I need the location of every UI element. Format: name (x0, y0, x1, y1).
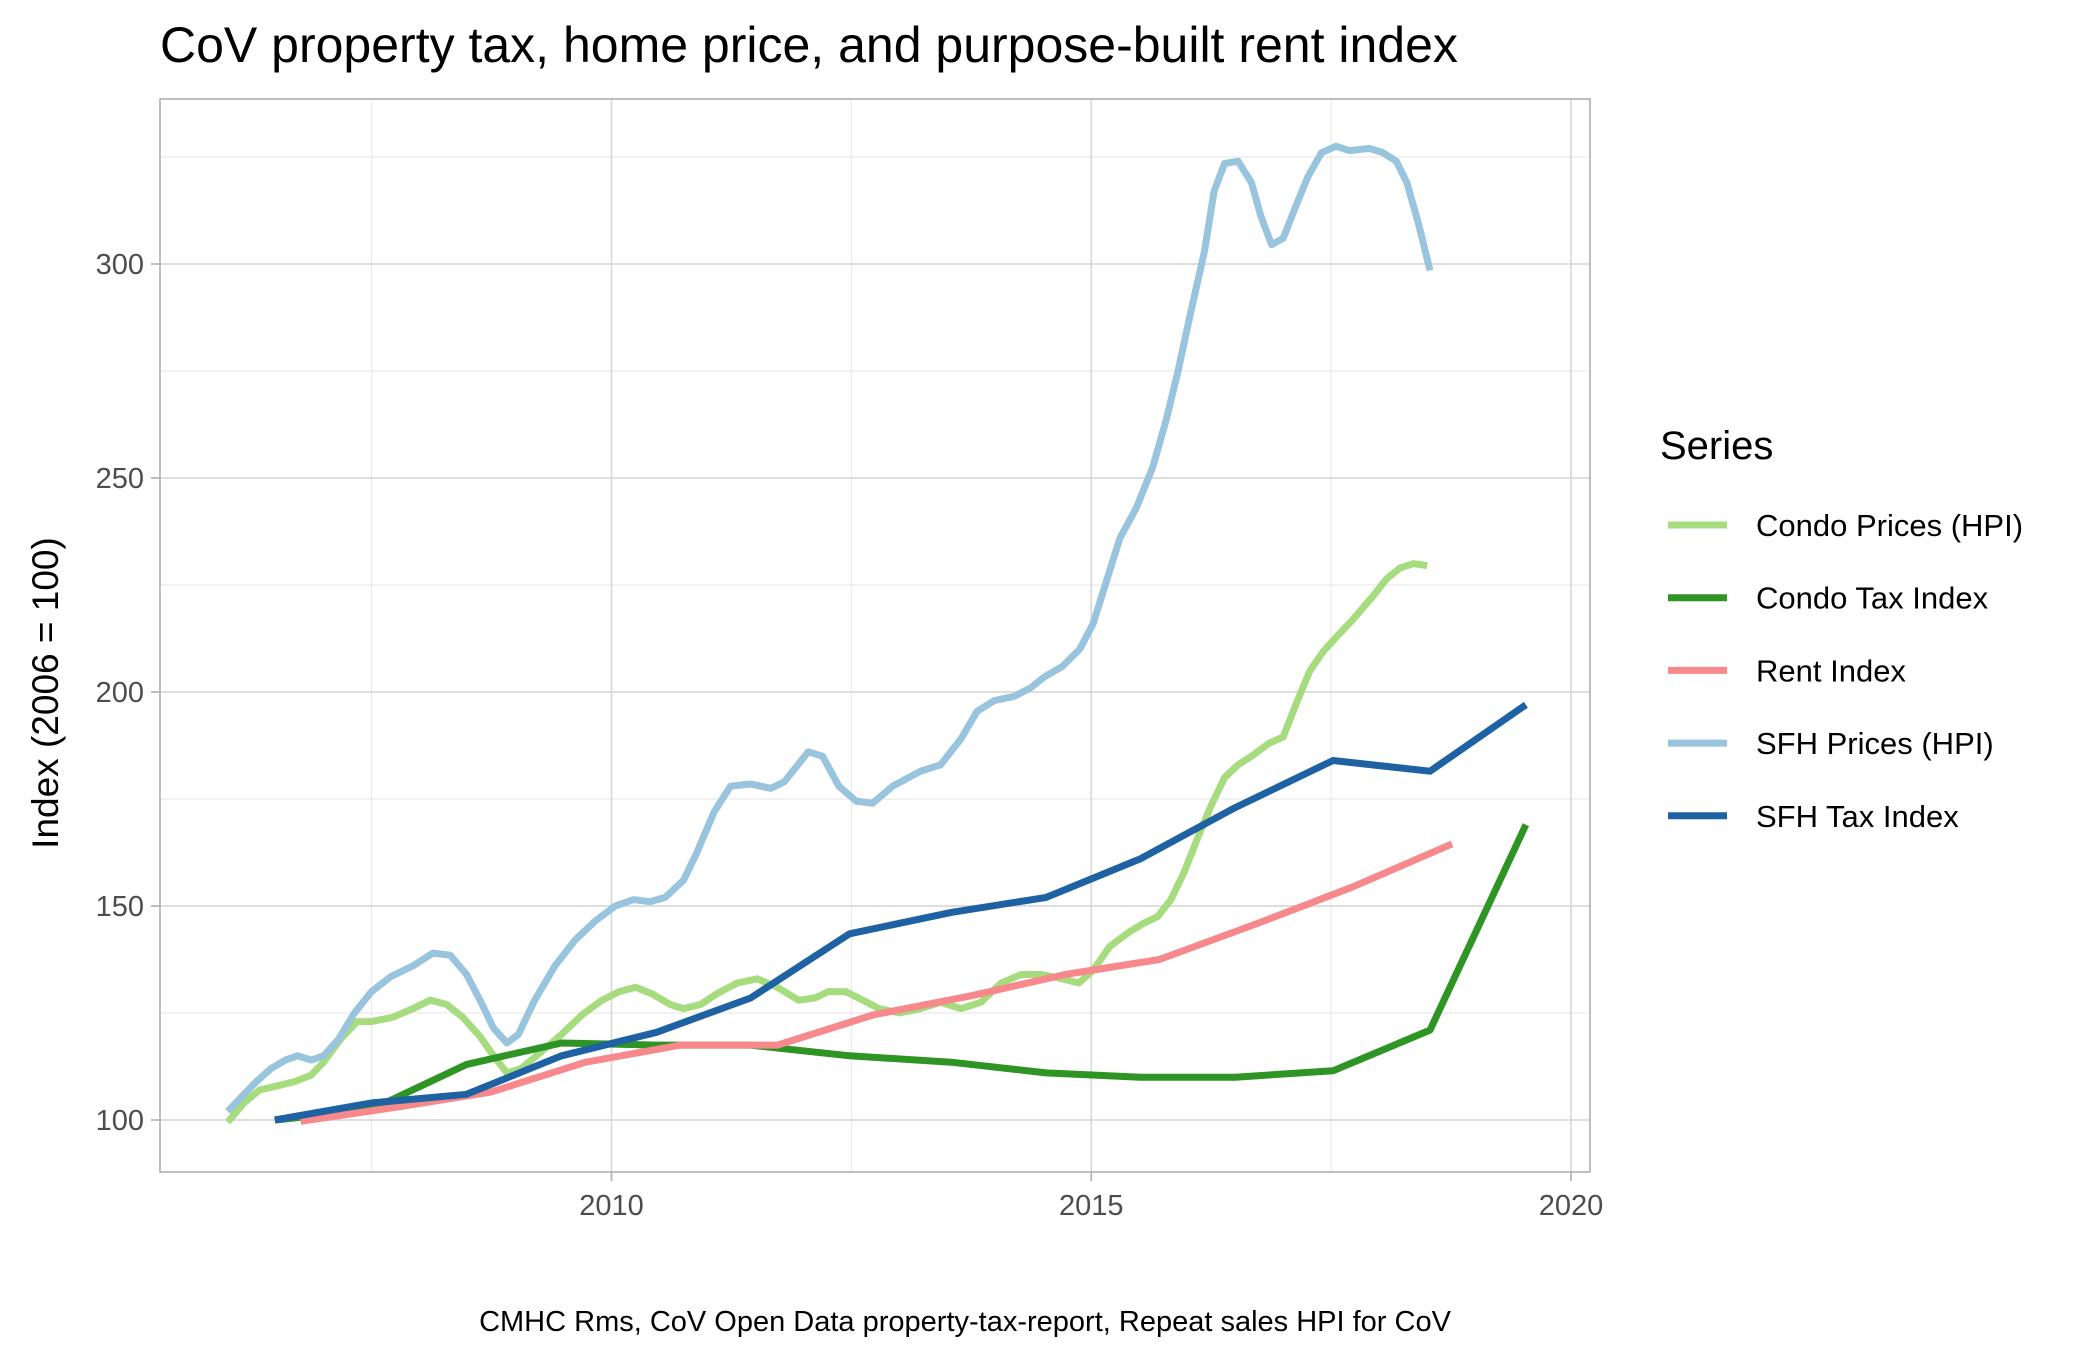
legend-label: Condo Prices (HPI) (1756, 508, 2023, 543)
legend-item-condo-tax-index: Condo Tax Index (1668, 581, 1989, 616)
series-line-rent-index (300, 840, 1454, 1125)
y-tick-label: 100 (96, 1105, 144, 1137)
series-line-condo-prices-hpi (225, 560, 1428, 1125)
series-line-sfh-prices-hpi (225, 142, 1434, 1114)
legend-item-sfh-tax-index: SFH Tax Index (1668, 799, 1959, 834)
series-line-sfh-tax-index (274, 701, 1528, 1124)
y-tick-label: 150 (96, 891, 144, 923)
x-tick-label: 2010 (579, 1190, 644, 1222)
series-lines (225, 142, 1530, 1125)
legend-label: SFH Tax Index (1756, 799, 1959, 834)
legend-item-condo-prices-hpi: Condo Prices (HPI) (1668, 508, 2023, 543)
x-tick-label: 2020 (1539, 1190, 1604, 1222)
x-tick-label: 2015 (1059, 1190, 1124, 1222)
legend-label: SFH Prices (HPI) (1756, 726, 1994, 761)
legend-title: Series (1660, 424, 1773, 468)
legend-item-sfh-prices-hpi: SFH Prices (HPI) (1668, 726, 1994, 761)
series-line-condo-tax-index (275, 823, 1530, 1124)
plot-panel-border (159, 98, 1591, 1173)
y-tick-label: 200 (96, 677, 144, 709)
y-tick-label: 300 (96, 249, 144, 281)
chart-caption: CMHC Rms, CoV Open Data property-tax-rep… (479, 1306, 1451, 1338)
major-gridlines (160, 99, 1590, 1172)
legend: Series Condo Prices (HPI) Condo Tax Index… (1660, 424, 2023, 834)
legend-item-rent-index: Rent Index (1668, 653, 1906, 688)
legend-label: Condo Tax Index (1756, 581, 1989, 616)
y-tick-label: 250 (96, 463, 144, 495)
legend-label: Rent Index (1756, 653, 1906, 688)
y-axis-title: Index (2006 = 100) (25, 537, 66, 849)
chart-title: CoV property tax, home price, and purpos… (160, 17, 1458, 73)
x-axis: 2010 2015 2020 (579, 1172, 1603, 1222)
y-axis: 100 150 200 250 300 (96, 249, 160, 1137)
